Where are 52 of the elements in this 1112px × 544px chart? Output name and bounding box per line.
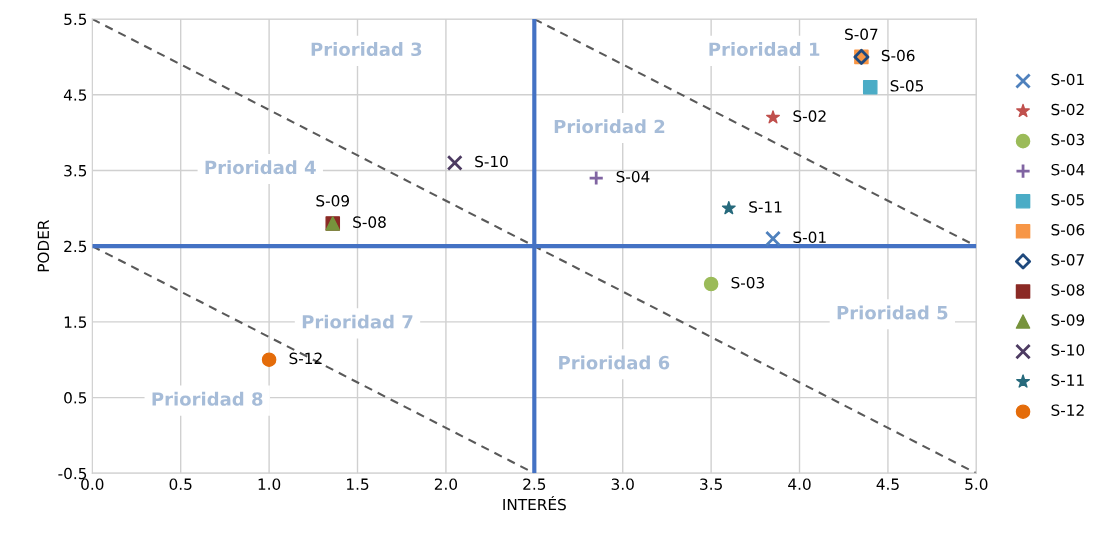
y-tick-label: 3.5 <box>64 164 87 177</box>
annotation: Prioridad 1 <box>709 42 820 57</box>
text: S-07 <box>845 28 878 41</box>
legend-label: S-11 <box>1051 374 1084 386</box>
legend-label: S-09 <box>1051 314 1085 326</box>
x-tick-label: 3.0 <box>611 478 634 490</box>
x-tick-label: 5.0 <box>965 478 988 490</box>
annotation: Prioridad 7 <box>302 314 413 329</box>
y-tick-label: 1.5 <box>64 316 87 328</box>
annotation: Prioridad 4 <box>205 160 316 175</box>
x-tick-label: 1.5 <box>347 478 369 490</box>
annotation: Prioridad 8 <box>152 391 263 406</box>
y-tick-label: 0.5 <box>64 392 87 404</box>
x-tick-label: 0.0 <box>81 478 104 490</box>
y-tick-label: -0.5 <box>58 467 87 480</box>
text: S-08 <box>353 216 386 228</box>
legend-label: S-12 <box>1051 404 1084 416</box>
legend-label: S-03 <box>1051 133 1084 146</box>
legend-label: S-01 <box>1051 73 1084 86</box>
text: S-02 <box>793 110 826 122</box>
text: S-04 <box>616 170 650 183</box>
legend-label: S-06 <box>1051 224 1085 236</box>
text: S-03 <box>731 276 764 289</box>
text: S-05 <box>890 80 924 92</box>
y-tick-label: 5.5 <box>64 13 87 26</box>
text: S-09 <box>316 195 350 207</box>
text: S-06 <box>881 49 915 62</box>
annotation: Prioridad 2 <box>554 119 665 134</box>
x-tick-label: 2.5 <box>523 478 546 490</box>
text: S-11 <box>749 201 782 213</box>
y-axis-title: PODER <box>37 219 50 272</box>
text: S-01 <box>793 231 826 244</box>
y-tick-label: 4.5 <box>63 89 87 101</box>
legend-label: S-04 <box>1051 163 1085 176</box>
annotation: Prioridad 5 <box>837 305 948 320</box>
text: S-10 <box>475 155 508 168</box>
annotation: Prioridad 6 <box>559 355 670 370</box>
y-tick-label: 2.5 <box>64 240 87 253</box>
annotation: Prioridad 3 <box>311 42 422 57</box>
legend-label: S-07 <box>1051 254 1084 266</box>
x-tick-label: 1.0 <box>258 478 281 490</box>
legend-label: S-05 <box>1051 193 1084 206</box>
x-tick-label: 0.5 <box>169 478 192 490</box>
x-tick-label: 4.0 <box>788 478 811 490</box>
text: S-12 <box>289 352 322 365</box>
legend-label: S-08 <box>1051 284 1085 296</box>
legend-label: S-10 <box>1051 344 1085 356</box>
x-tick-label: 2.0 <box>434 478 458 490</box>
x-tick-label: 3.5 <box>700 478 722 490</box>
x-tick-label: 4.5 <box>876 478 899 490</box>
legend-label: S-02 <box>1051 103 1084 116</box>
x-axis-title: INTERÉS <box>503 495 566 511</box>
